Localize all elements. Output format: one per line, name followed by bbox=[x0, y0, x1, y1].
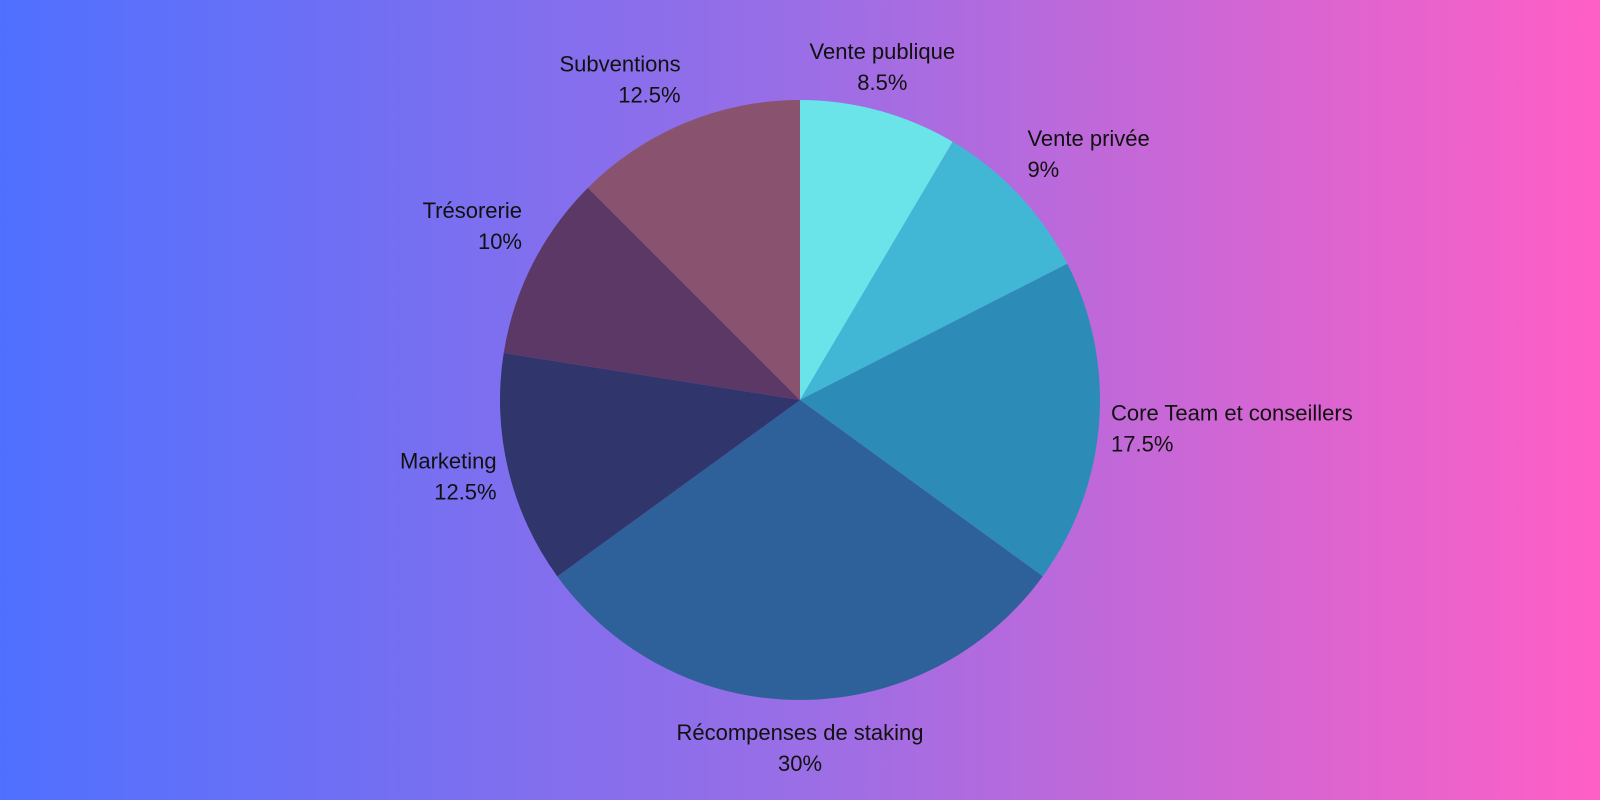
slice-label: Trésorerie bbox=[423, 198, 522, 223]
slice-label: Vente publique bbox=[810, 39, 956, 64]
slice-label: Récompenses de staking bbox=[676, 720, 923, 745]
slice-value-label: 12.5% bbox=[434, 480, 496, 505]
slice-label: Subventions bbox=[560, 52, 681, 77]
slice-value-label: 17.5% bbox=[1111, 431, 1173, 456]
slice-label: Core Team et conseillers bbox=[1111, 400, 1353, 425]
slice-value-label: 12.5% bbox=[618, 83, 680, 108]
pie-slice bbox=[800, 100, 953, 400]
pie-slice bbox=[587, 100, 800, 400]
slice-value-label: 30% bbox=[778, 751, 822, 776]
pie-slice bbox=[800, 141, 1068, 400]
slice-value-label: 9% bbox=[1027, 157, 1059, 182]
pie-slice bbox=[503, 187, 800, 400]
slice-value-label: 10% bbox=[478, 229, 522, 254]
pie-slice bbox=[800, 263, 1100, 577]
slice-label: Vente privée bbox=[1027, 126, 1149, 151]
pie-slice bbox=[557, 400, 1043, 700]
pie-slice bbox=[500, 353, 800, 577]
slice-value-label: 8.5% bbox=[857, 70, 907, 95]
slice-label: Marketing bbox=[400, 449, 497, 474]
